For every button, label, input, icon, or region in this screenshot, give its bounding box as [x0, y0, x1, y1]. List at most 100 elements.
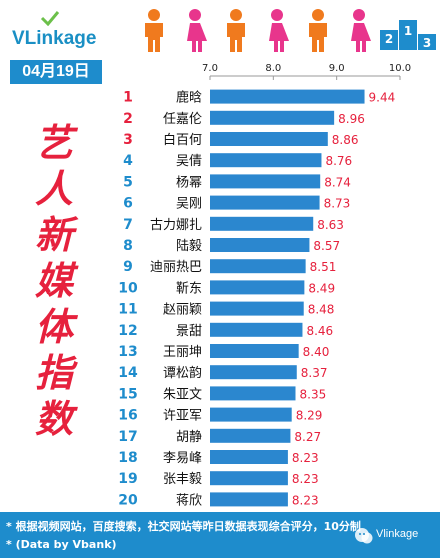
rank-label: 12 [118, 323, 137, 339]
bar [210, 344, 299, 358]
bar [210, 280, 305, 295]
category-label: 靳东 [176, 281, 202, 296]
vertical-title-char: 指 [34, 351, 73, 395]
logo-check-icon [40, 11, 60, 26]
logo-text: VLinkage [12, 28, 97, 49]
value-label: 8.49 [308, 281, 335, 295]
bar [210, 428, 291, 443]
vertical-title-char: 艺 [34, 121, 73, 165]
rank-label: 10 [118, 280, 138, 296]
watermark: Vlinkage [352, 524, 438, 548]
value-label: 8.40 [303, 345, 330, 359]
vertical-title-char: 人 [34, 167, 73, 211]
date-badge: 04月19日 [10, 60, 102, 84]
vlinkage-logo: VLinkage [8, 10, 118, 50]
value-label: 8.23 [292, 451, 319, 465]
podium-label-2: 2 [385, 32, 393, 46]
rank-label: 6 [123, 196, 133, 212]
rank-label: 16 [118, 408, 137, 424]
rank-label: 17 [118, 429, 137, 445]
bar-chart: 7.0 8.0 9.0 10.0 1 鹿晗 9.44 2 任嘉伦 8.96 3 白百何 8.86 4 吴倩 8… [118, 63, 411, 508]
podium-label-1: 1 [404, 24, 412, 38]
category-label: 鹿晗 [176, 90, 202, 106]
category-label: 杨幂 [176, 175, 202, 190]
bar [210, 322, 303, 337]
rank-label: 14 [118, 365, 138, 381]
rank-label: 19 [118, 471, 137, 487]
bar [210, 132, 328, 146]
vertical-title-char: 新 [34, 213, 73, 257]
rank-label: 20 [118, 492, 138, 508]
value-label: 8.57 [313, 239, 340, 253]
rank-label: 5 [123, 174, 133, 190]
category-label: 白百何 [163, 132, 202, 148]
bar [210, 301, 304, 316]
rank-label: 11 [118, 302, 137, 318]
footer-source: * (Data by Vbank) [6, 538, 117, 551]
value-label: 8.29 [296, 409, 323, 423]
vertical-title-char: 数 [34, 397, 73, 441]
value-label: 8.76 [325, 154, 352, 168]
bar [210, 259, 306, 274]
bar [210, 492, 288, 507]
rank-label: 8 [123, 238, 133, 254]
vertical-title-char: 体 [34, 305, 73, 349]
category-label: 吴倩 [176, 154, 202, 169]
bar [210, 407, 292, 422]
value-label: 8.23 [292, 493, 319, 507]
rank-label: 15 [118, 386, 137, 402]
value-label: 9.44 [369, 91, 396, 105]
category-label: 古力娜扎 [150, 218, 202, 233]
rank-label: 2 [123, 111, 133, 127]
rank-label: 1 [123, 90, 133, 106]
podium-icon: 2 1 3 [380, 20, 436, 50]
rank-label: 13 [118, 344, 137, 360]
person-pink-icon [187, 9, 207, 52]
value-label: 8.35 [300, 387, 327, 401]
rank-label: 3 [123, 132, 133, 148]
category-label: 景甜 [176, 323, 202, 339]
value-label: 8.96 [338, 112, 365, 126]
wechat-icon [355, 528, 373, 544]
rank-label: 4 [123, 153, 133, 169]
watermark-text: Vlinkage [376, 528, 419, 540]
person-orange-icon [145, 9, 163, 52]
category-label: 任嘉伦 [163, 112, 202, 127]
category-label: 迪丽热巴 [150, 260, 202, 275]
x-tick-label: 9.0 [329, 63, 345, 74]
x-tick-label: 7.0 [202, 63, 218, 74]
bar [210, 216, 314, 231]
vertical-title: 艺人新媒体指数 [24, 120, 84, 480]
rank-label: 18 [118, 450, 137, 466]
bar [210, 365, 297, 380]
rank-label: 9 [123, 259, 133, 275]
bar [210, 89, 365, 104]
rank-label: 7 [123, 217, 133, 233]
category-label: 许亚军 [163, 409, 202, 424]
value-label: 8.86 [332, 133, 359, 147]
category-label: 朱亚文 [163, 387, 202, 402]
bar [210, 471, 288, 486]
category-label: 李易峰 [163, 451, 202, 466]
person-orange-icon [227, 9, 245, 52]
bar [210, 450, 288, 464]
person-pink-icon [269, 9, 289, 52]
bar [210, 174, 321, 189]
value-label: 8.63 [317, 218, 344, 232]
person-orange-icon [309, 9, 327, 52]
category-label: 陆毅 [176, 238, 202, 254]
people-icons [145, 9, 371, 52]
value-label: 8.23 [292, 472, 319, 486]
value-label: 8.27 [294, 430, 321, 444]
category-label: 蒋欣 [176, 493, 202, 508]
category-label: 赵丽颖 [163, 303, 202, 318]
person-pink-icon [351, 9, 371, 52]
category-label: 张丰毅 [163, 471, 202, 487]
value-label: 8.74 [324, 175, 351, 189]
value-label: 8.73 [324, 197, 351, 211]
value-label: 8.51 [310, 260, 337, 274]
bar [210, 195, 320, 210]
value-label: 8.37 [301, 366, 328, 380]
x-tick-label: 8.0 [265, 63, 281, 74]
category-label: 吴刚 [176, 197, 202, 212]
